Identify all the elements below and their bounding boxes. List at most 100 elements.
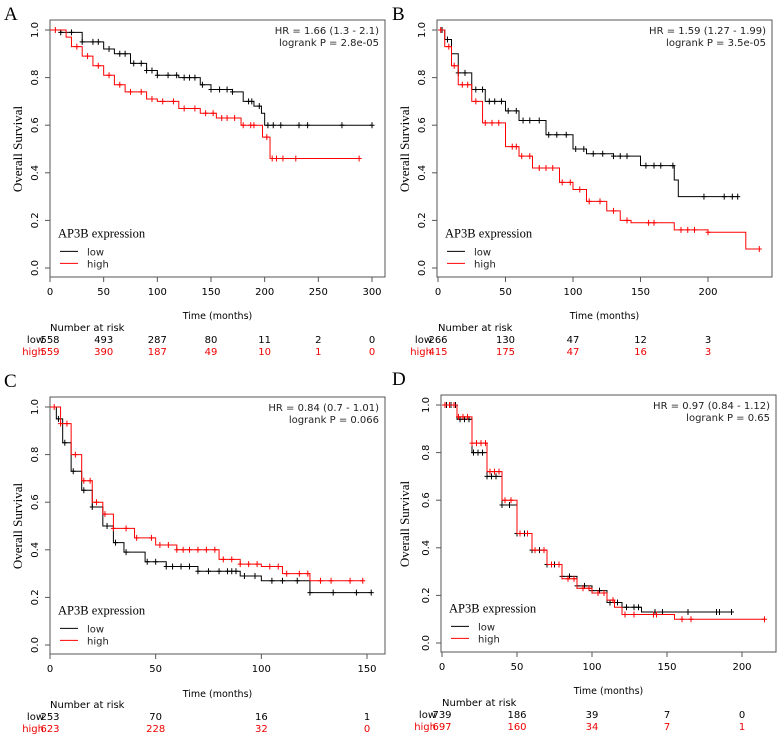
censor-mark-low bbox=[729, 193, 735, 200]
censor-mark-high bbox=[654, 611, 659, 618]
y-axis-label: Overall Survival bbox=[397, 480, 412, 567]
censor-mark-low bbox=[208, 86, 214, 93]
censor-mark-low bbox=[339, 122, 345, 129]
hazard-ratio: HR = 0.84 (0.7 - 1.01) bbox=[268, 403, 379, 414]
risk-value: 130 bbox=[496, 335, 515, 346]
y-tick-label: 0.6 bbox=[421, 492, 432, 508]
censor-mark-high bbox=[508, 497, 514, 504]
censor-mark-high bbox=[87, 477, 93, 484]
risk-value: 0 bbox=[369, 347, 375, 358]
censor-mark-low bbox=[480, 86, 486, 93]
censor-mark-high bbox=[224, 115, 230, 122]
censor-mark-high bbox=[229, 556, 235, 563]
risk-value: 47 bbox=[567, 347, 580, 358]
censor-mark-low bbox=[233, 568, 239, 575]
x-tick-label: 150 bbox=[201, 287, 220, 298]
censor-mark-low bbox=[206, 568, 211, 575]
y-tick-label: 0.2 bbox=[30, 212, 41, 228]
censor-mark-low bbox=[473, 86, 479, 93]
censor-mark-low bbox=[144, 558, 150, 565]
censor-mark-high bbox=[180, 546, 186, 553]
censor-mark-low bbox=[471, 449, 476, 456]
censor-mark-low bbox=[546, 131, 552, 138]
censor-mark-low bbox=[305, 122, 311, 129]
risk-value: 7 bbox=[664, 722, 670, 733]
censor-mark-low bbox=[229, 88, 235, 95]
censor-mark-high bbox=[513, 143, 519, 150]
x-axis-label: Time (months) bbox=[573, 686, 643, 697]
censor-mark-high bbox=[678, 226, 684, 233]
risk-value: 739 bbox=[432, 710, 451, 721]
censor-mark-low bbox=[131, 60, 137, 67]
y-tick-label: 0.8 bbox=[30, 447, 41, 463]
risk-value: 12 bbox=[634, 335, 647, 346]
censor-mark-low bbox=[70, 468, 76, 475]
risk-table-title: Number at risk bbox=[442, 698, 517, 709]
censor-mark-high bbox=[72, 451, 78, 458]
censor-mark-low bbox=[252, 572, 258, 579]
censor-mark-high bbox=[496, 119, 502, 126]
censor-mark-high bbox=[81, 477, 87, 484]
risk-row-label-low: low bbox=[27, 712, 44, 723]
censor-mark-low bbox=[249, 98, 255, 105]
risk-value: 11 bbox=[258, 335, 271, 346]
y-tick-label: 0.2 bbox=[421, 587, 432, 603]
censor-mark-high bbox=[251, 122, 257, 129]
y-axis-label: Overall Survival bbox=[10, 482, 25, 569]
legend-label-high: high bbox=[87, 636, 109, 647]
x-tick-label: 150 bbox=[657, 662, 676, 673]
plot-frame bbox=[49, 19, 386, 278]
censor-mark-high bbox=[157, 542, 163, 549]
censor-mark-high bbox=[580, 585, 586, 592]
censor-mark-high bbox=[577, 186, 583, 193]
panel-label: C bbox=[4, 371, 17, 392]
legend-label-low: low bbox=[87, 624, 104, 635]
censor-mark-low bbox=[178, 563, 184, 570]
censor-mark-low bbox=[643, 162, 649, 169]
censor-mark-high bbox=[487, 468, 493, 475]
censor-mark-high bbox=[601, 590, 607, 597]
x-tick-label: 200 bbox=[698, 287, 717, 298]
x-tick-label: 150 bbox=[357, 664, 376, 675]
censor-mark-high bbox=[138, 88, 144, 95]
y-tick-label: 0.0 bbox=[30, 637, 41, 653]
risk-value: 253 bbox=[40, 712, 59, 723]
censor-mark-low bbox=[636, 604, 641, 611]
censor-mark-high bbox=[232, 115, 238, 122]
x-tick-label: 100 bbox=[252, 664, 271, 675]
censor-mark-high bbox=[74, 43, 80, 50]
censor-mark-low bbox=[492, 98, 498, 105]
censor-mark-low bbox=[224, 86, 230, 93]
censor-mark-high bbox=[556, 561, 562, 568]
censor-mark-low bbox=[170, 563, 176, 570]
risk-value: 47 bbox=[567, 335, 580, 346]
risk-value: 623 bbox=[40, 724, 59, 735]
censor-mark-high bbox=[459, 81, 465, 88]
censor-mark-low bbox=[368, 589, 374, 596]
censor-mark-low bbox=[462, 69, 468, 76]
censor-mark-low bbox=[513, 107, 519, 114]
x-tick-label: 150 bbox=[631, 287, 650, 298]
censor-mark-high bbox=[624, 217, 630, 224]
censor-mark-high bbox=[95, 62, 101, 69]
risk-value: 16 bbox=[255, 712, 268, 723]
censor-mark-low bbox=[62, 439, 68, 446]
censor-mark-high bbox=[622, 611, 628, 618]
censor-mark-high bbox=[478, 440, 484, 447]
censor-mark-low bbox=[217, 86, 223, 93]
legend-title: AP3B expression bbox=[58, 603, 146, 617]
censor-mark-high bbox=[482, 119, 488, 126]
panel-label: D bbox=[392, 369, 406, 390]
censor-mark-high bbox=[541, 547, 547, 554]
censor-mark-high bbox=[58, 420, 64, 427]
censor-mark-low bbox=[486, 98, 492, 105]
risk-value: 2 bbox=[315, 335, 321, 346]
x-tick-label: 0 bbox=[439, 662, 445, 673]
censor-mark-high bbox=[93, 499, 99, 506]
censor-mark-low bbox=[573, 146, 579, 152]
censor-mark-low bbox=[104, 523, 110, 529]
censor-mark-low bbox=[270, 122, 276, 129]
censor-mark-low bbox=[717, 609, 722, 616]
censor-mark-high bbox=[210, 110, 216, 117]
